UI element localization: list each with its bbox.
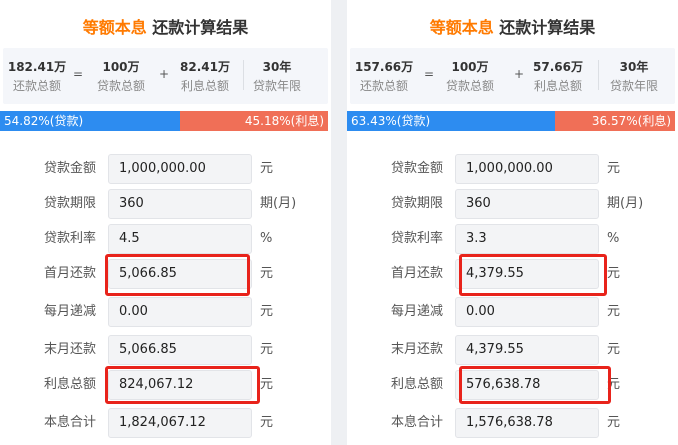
first-month-payment-field[interactable]: 4,379.55 (455, 259, 599, 289)
row-label: 首月还款 (43, 266, 96, 281)
title-text: 还款计算结果 (499, 18, 596, 37)
row-unit: 元 (607, 415, 621, 430)
interest-ratio-segment: 36.57%(利息) (555, 111, 675, 131)
interest-rate-field[interactable]: 4.5 (108, 224, 252, 254)
row-label: 贷款金额 (390, 161, 443, 176)
row-unit: 元 (260, 266, 274, 281)
summary-interest: 82.41万 利息总额 (180, 60, 230, 93)
summary-box: 182.41万 还款总额 = 100万 贷款总额 + 82.41万 利息总额 3… (3, 48, 328, 104)
summary-principal: 100万 贷款总额 (445, 60, 494, 93)
plus-sign: + (159, 67, 170, 81)
row-unit: 元 (607, 304, 621, 319)
summary-box: 157.66万 还款总额 = 100万 贷款总额 + 57.66万 利息总额 3… (350, 48, 675, 104)
row-last-month: 末月还款 5,066.85 元 (0, 333, 331, 367)
row-unit: 元 (607, 161, 621, 176)
row-monthly-decrease: 每月递减 0.00 元 (0, 295, 331, 329)
loan-amount-field[interactable]: 1,000,000.00 (108, 154, 252, 184)
summary-years: 30年 贷款年限 (609, 60, 658, 93)
row-label: 贷款利率 (43, 231, 96, 246)
row-first-month: 首月还款 4,379.55 元 (347, 257, 678, 291)
right-result-panel: 等额本息 还款计算结果 157.66万 还款总额 = 100万 贷款总额 + 5… (347, 0, 678, 445)
row-label: 贷款期限 (390, 196, 443, 211)
loan-term-field[interactable]: 360 (108, 189, 252, 219)
row-label: 贷款期限 (43, 196, 96, 211)
left-result-panel: 等额本息 还款计算结果 182.41万 还款总额 = 100万 贷款总额 + 8… (0, 0, 331, 445)
summary-interest: 57.66万 利息总额 (533, 60, 583, 93)
row-label: 每月递减 (390, 304, 443, 319)
row-unit: 元 (260, 161, 274, 176)
row-total-interest: 利息总额 576,638.78 元 (347, 368, 678, 402)
last-month-payment-field[interactable]: 4,379.55 (455, 335, 599, 365)
row-total-payment: 本息合计 1,824,067.12 元 (0, 406, 331, 440)
loan-ratio-segment: 63.43%(贷款) (347, 111, 556, 131)
row-label: 本息合计 (43, 415, 96, 430)
row-loan-term: 贷款期限 360 期(月) (0, 187, 331, 221)
ratio-bar: 54.82%(贷款) 45.18%(利息) (0, 111, 328, 131)
summary-years: 30年 贷款年限 (252, 60, 301, 93)
row-label: 利息总额 (390, 377, 443, 392)
summary-total: 157.66万 还款总额 (354, 60, 414, 93)
row-label: 利息总额 (43, 377, 96, 392)
total-payment-field[interactable]: 1,824,067.12 (108, 408, 252, 438)
row-label: 末月还款 (390, 342, 443, 357)
title-text: 还款计算结果 (152, 18, 249, 37)
equals-sign: = (424, 67, 435, 81)
row-unit: 元 (607, 266, 621, 281)
summary-principal: 100万 贷款总额 (96, 60, 145, 93)
monthly-decrease-field[interactable]: 0.00 (455, 297, 599, 327)
loan-ratio-segment: 54.82%(贷款) (0, 111, 180, 131)
loan-amount-field[interactable]: 1,000,000.00 (455, 154, 599, 184)
row-unit: 期(月) (260, 196, 297, 211)
summary-divider (243, 60, 244, 90)
row-total-payment: 本息合计 1,576,638.78 元 (347, 406, 678, 440)
title-method: 等额本息 (82, 18, 147, 37)
total-payment-field[interactable]: 1,576,638.78 (455, 408, 599, 438)
loan-term-field[interactable]: 360 (455, 189, 599, 219)
panel-title: 等额本息 还款计算结果 (347, 14, 678, 38)
row-last-month: 末月还款 4,379.55 元 (347, 333, 678, 367)
row-label: 本息合计 (390, 415, 443, 430)
monthly-decrease-field[interactable]: 0.00 (108, 297, 252, 327)
row-loan-amount: 贷款金额 1,000,000.00 元 (0, 152, 331, 186)
summary-total: 182.41万 还款总额 (7, 60, 67, 93)
row-monthly-decrease: 每月递减 0.00 元 (347, 295, 678, 329)
row-unit: % (607, 231, 620, 246)
total-interest-field[interactable]: 576,638.78 (455, 370, 599, 400)
row-unit: 元 (260, 304, 274, 319)
row-unit: 元 (607, 342, 621, 357)
equals-sign: = (73, 67, 84, 81)
row-total-interest: 利息总额 824,067.12 元 (0, 368, 331, 402)
row-interest-rate: 贷款利率 4.5 % (0, 222, 331, 256)
row-label: 每月递减 (43, 304, 96, 319)
row-unit: 期(月) (607, 196, 644, 211)
interest-ratio-segment: 45.18%(利息) (179, 111, 328, 131)
row-interest-rate: 贷款利率 3.3 % (347, 222, 678, 256)
plus-sign: + (514, 67, 525, 81)
row-loan-amount: 贷款金额 1,000,000.00 元 (347, 152, 678, 186)
row-label: 末月还款 (43, 342, 96, 357)
summary-divider (598, 60, 599, 90)
row-unit: 元 (607, 377, 621, 392)
row-unit: % (260, 231, 273, 246)
row-label: 贷款金额 (43, 161, 96, 176)
panel-title: 等额本息 还款计算结果 (0, 14, 331, 38)
interest-rate-field[interactable]: 3.3 (455, 224, 599, 254)
row-unit: 元 (260, 415, 274, 430)
last-month-payment-field[interactable]: 5,066.85 (108, 335, 252, 365)
row-label: 贷款利率 (390, 231, 443, 246)
total-interest-field[interactable]: 824,067.12 (108, 370, 252, 400)
row-unit: 元 (260, 377, 274, 392)
row-loan-term: 贷款期限 360 期(月) (347, 187, 678, 221)
first-month-payment-field[interactable]: 5,066.85 (108, 259, 252, 289)
row-first-month: 首月还款 5,066.85 元 (0, 257, 331, 291)
row-unit: 元 (260, 342, 274, 357)
ratio-bar: 63.43%(贷款) 36.57%(利息) (347, 111, 675, 131)
title-method: 等额本息 (429, 18, 494, 37)
row-label: 首月还款 (390, 266, 443, 281)
